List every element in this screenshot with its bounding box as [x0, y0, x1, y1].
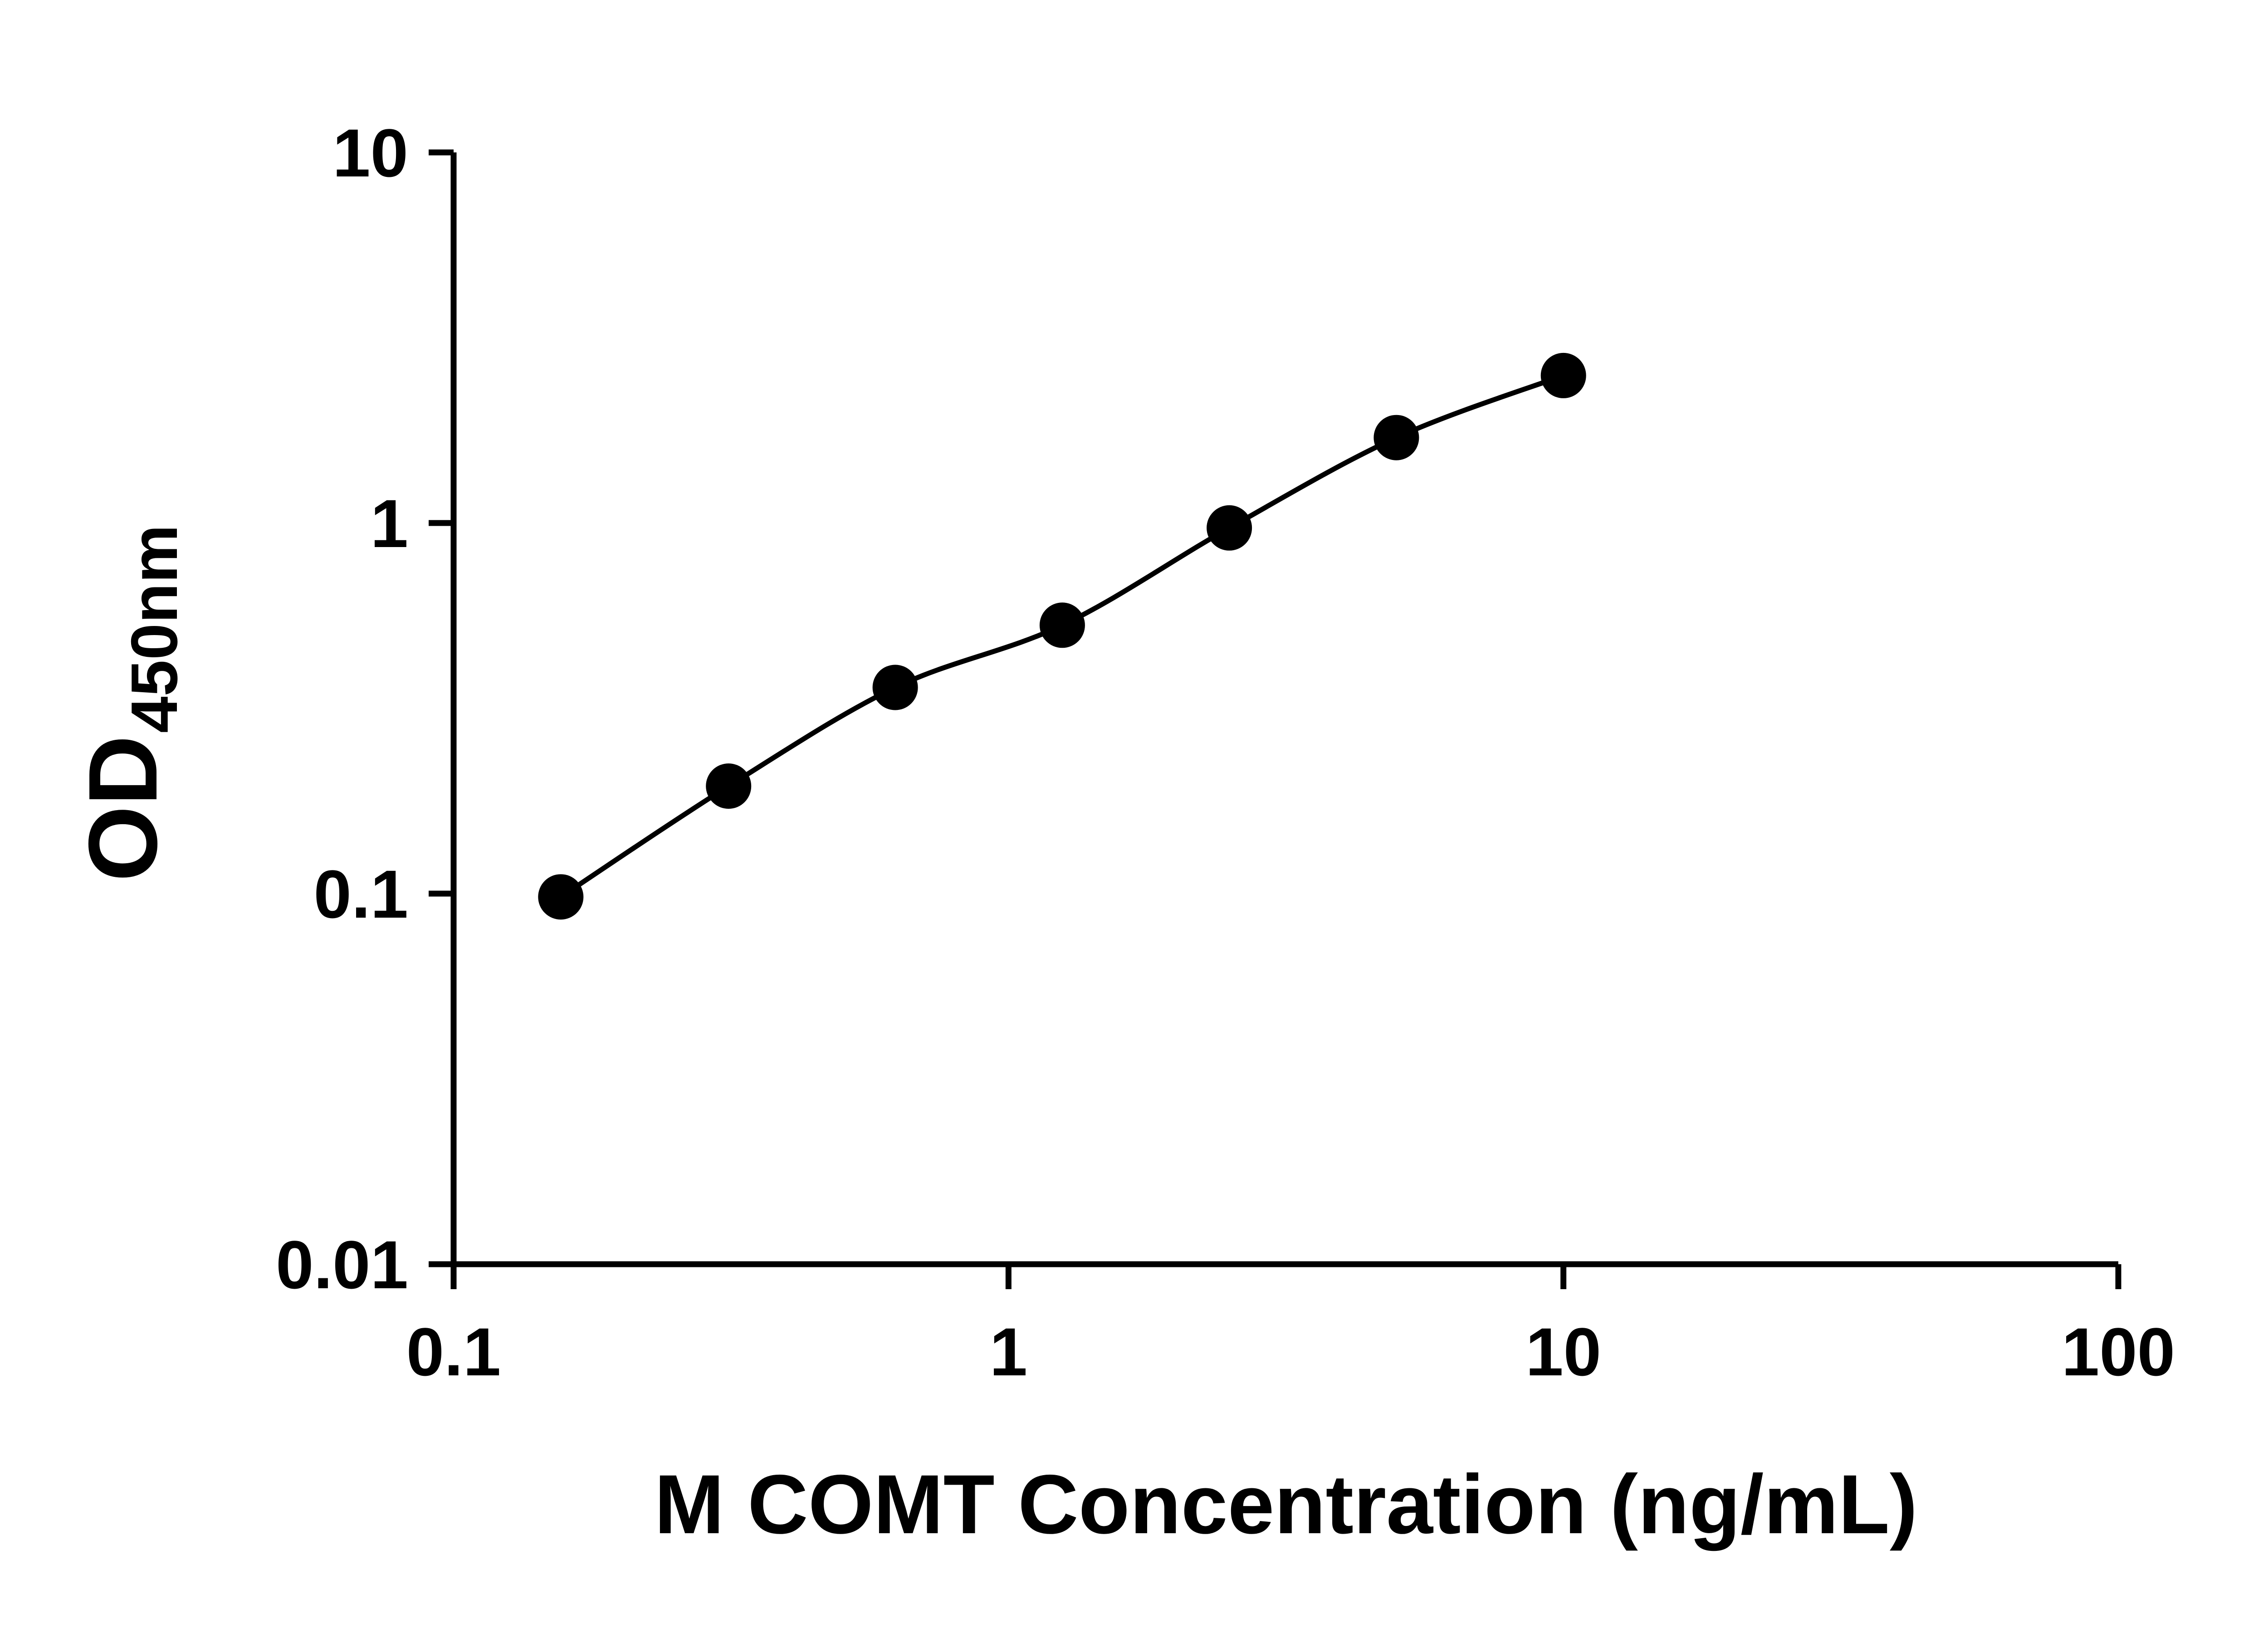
x-tick-label: 1	[990, 1314, 1027, 1390]
data-series	[538, 352, 1586, 920]
y-tick-label: 0.01	[276, 1227, 408, 1303]
data-point	[538, 874, 584, 920]
y-axis-title-subscript: 450nm	[117, 525, 191, 733]
y-tick-label: 0.1	[313, 856, 408, 932]
axes-lines	[450, 152, 2118, 1267]
y-tick-label: 1	[371, 485, 408, 562]
data-point	[1540, 352, 1586, 398]
data-point	[1039, 602, 1085, 648]
y-axis-title-main: OD	[68, 735, 177, 882]
y-axis-title: OD450nm	[68, 525, 191, 882]
x-axis-title: M COMT Concentration (ng/mL)	[655, 1458, 1918, 1551]
data-point	[706, 763, 752, 809]
plot-area: 0.1 1 10 100 0.01 0.1 1 10	[276, 115, 2175, 1390]
x-tick-label: 0.1	[406, 1314, 501, 1390]
data-point	[872, 665, 918, 710]
data-point	[1374, 415, 1419, 460]
data-point	[1207, 505, 1252, 551]
x-tick-label: 10	[1525, 1314, 1601, 1390]
x-tick-label: 100	[2062, 1314, 2175, 1390]
y-tick-label: 10	[332, 115, 408, 191]
